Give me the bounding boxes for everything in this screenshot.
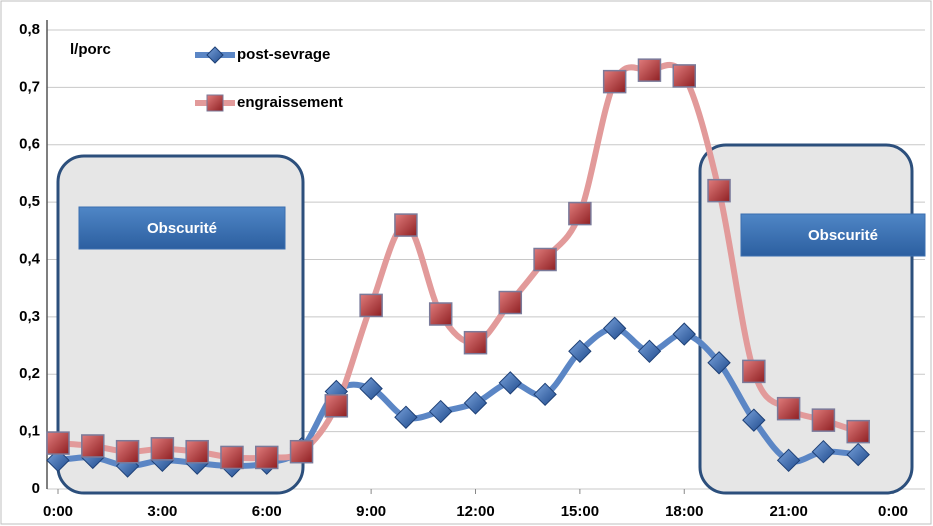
marker	[220, 445, 244, 470]
x-tick-label: 0:00	[878, 503, 908, 520]
marker	[742, 408, 766, 432]
marker	[672, 64, 696, 88]
marker	[568, 201, 592, 226]
x-tick-label: 15:00	[561, 503, 599, 520]
marker	[255, 445, 279, 470]
y-tick-label: 0	[32, 480, 40, 497]
marker	[150, 437, 175, 461]
y-tick-label: 0,3	[19, 308, 40, 325]
marker	[637, 339, 662, 364]
x-tick-label: 0:00	[43, 503, 73, 520]
marker	[498, 371, 522, 395]
marker	[463, 330, 488, 355]
marker	[429, 399, 453, 424]
y-tick-label: 0,7	[19, 78, 40, 95]
y-tick-label: 0,2	[19, 365, 40, 382]
legend-label: post-sevrage	[237, 46, 330, 63]
marker	[602, 69, 627, 94]
marker	[289, 439, 314, 464]
x-tick-label: 21:00	[769, 503, 807, 520]
y-tick-label: 0,1	[19, 423, 40, 440]
x-tick-label: 9:00	[356, 503, 386, 520]
marker	[359, 293, 383, 318]
plot	[46, 58, 870, 478]
marker	[463, 391, 488, 415]
marker	[359, 376, 383, 401]
marker	[428, 302, 453, 326]
marker	[533, 247, 557, 272]
marker	[115, 439, 140, 464]
x-tick-label: 18:00	[665, 503, 703, 520]
x-tick-label: 3:00	[147, 503, 177, 520]
marker	[707, 178, 731, 203]
y-tick-label: 0,6	[19, 136, 40, 153]
x-tick-label: 12:00	[456, 503, 494, 520]
marker	[811, 439, 836, 464]
y-tick-label: 0,8	[19, 21, 40, 38]
annotation: Obscurité	[147, 220, 217, 237]
y-axis-label: l/porc	[70, 41, 111, 58]
marker	[568, 339, 592, 364]
marker	[846, 419, 870, 444]
legend-marker	[206, 94, 224, 112]
x-tick-label: 6:00	[252, 503, 282, 520]
marker	[394, 213, 418, 237]
legend-label: engraissement	[237, 94, 343, 111]
annotation-box	[78, 206, 286, 250]
marker	[776, 448, 801, 473]
y-tick-label: 0,4	[19, 250, 41, 267]
marker	[185, 439, 209, 464]
marker	[637, 58, 662, 82]
marker	[742, 359, 766, 384]
marker	[776, 396, 801, 421]
marker	[498, 290, 523, 315]
dark-period-box	[698, 143, 914, 495]
annotation: Obscurité	[808, 227, 878, 244]
marker	[46, 431, 70, 455]
marker	[81, 434, 105, 458]
marker	[672, 322, 696, 346]
marker	[533, 382, 557, 407]
y-tick-label: 0,5	[19, 193, 40, 210]
marker	[394, 405, 418, 429]
annotation-box	[740, 213, 926, 257]
marker	[846, 442, 870, 467]
marker	[602, 316, 627, 341]
marker	[811, 408, 836, 432]
legend-marker	[206, 46, 224, 64]
marker	[324, 394, 349, 418]
marker	[707, 351, 731, 375]
